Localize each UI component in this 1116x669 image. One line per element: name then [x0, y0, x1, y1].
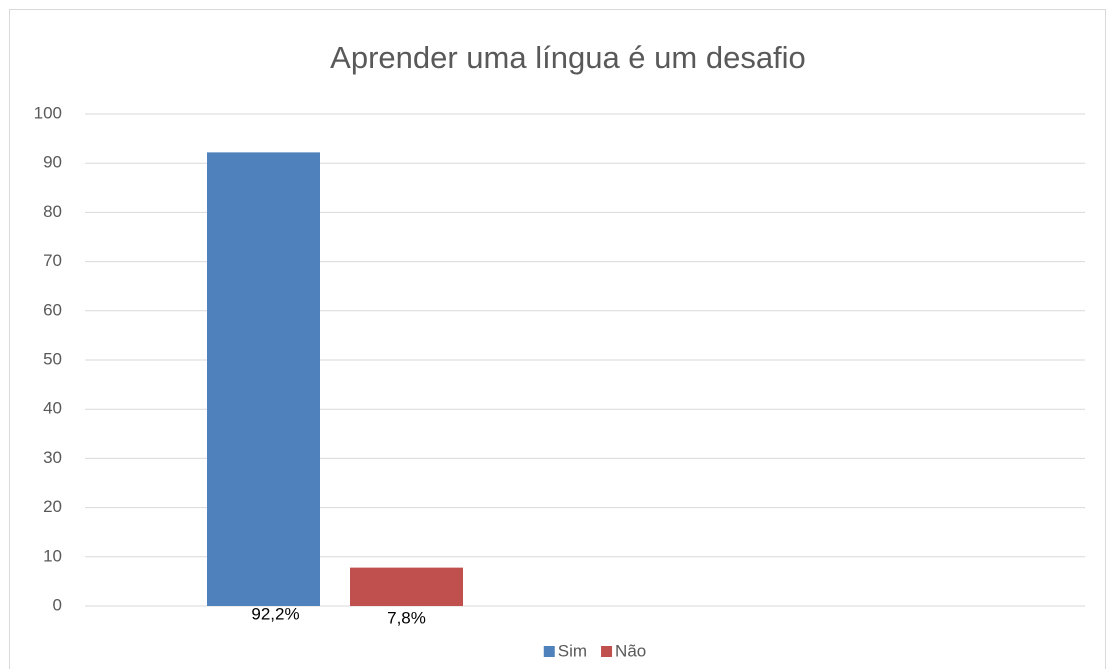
bar: [207, 152, 320, 606]
data-label: 92,2%: [251, 604, 299, 623]
y-tick-label: 40: [43, 399, 62, 418]
legend-swatch: [543, 646, 555, 657]
y-tick-label: 60: [43, 300, 62, 319]
y-tick-label: 0: [53, 595, 62, 614]
chart-title: Aprender uma língua é um desafio: [330, 40, 806, 75]
y-tick-label: 30: [43, 448, 62, 467]
data-label: 7,8%: [387, 608, 426, 627]
y-tick-label: 80: [43, 202, 62, 221]
y-tick-label: 20: [43, 497, 62, 516]
bar: [350, 567, 463, 606]
y-tick-label: 50: [43, 349, 62, 368]
legend-label: Não: [615, 641, 646, 660]
y-tick-label: 70: [43, 251, 62, 270]
y-tick-label: 100: [34, 103, 62, 122]
legend-swatch: [601, 646, 613, 657]
legend-label: Sim: [558, 641, 587, 660]
chart-frame: [9, 9, 1106, 669]
y-tick-label: 10: [43, 546, 62, 565]
y-tick-label: 90: [43, 153, 62, 172]
